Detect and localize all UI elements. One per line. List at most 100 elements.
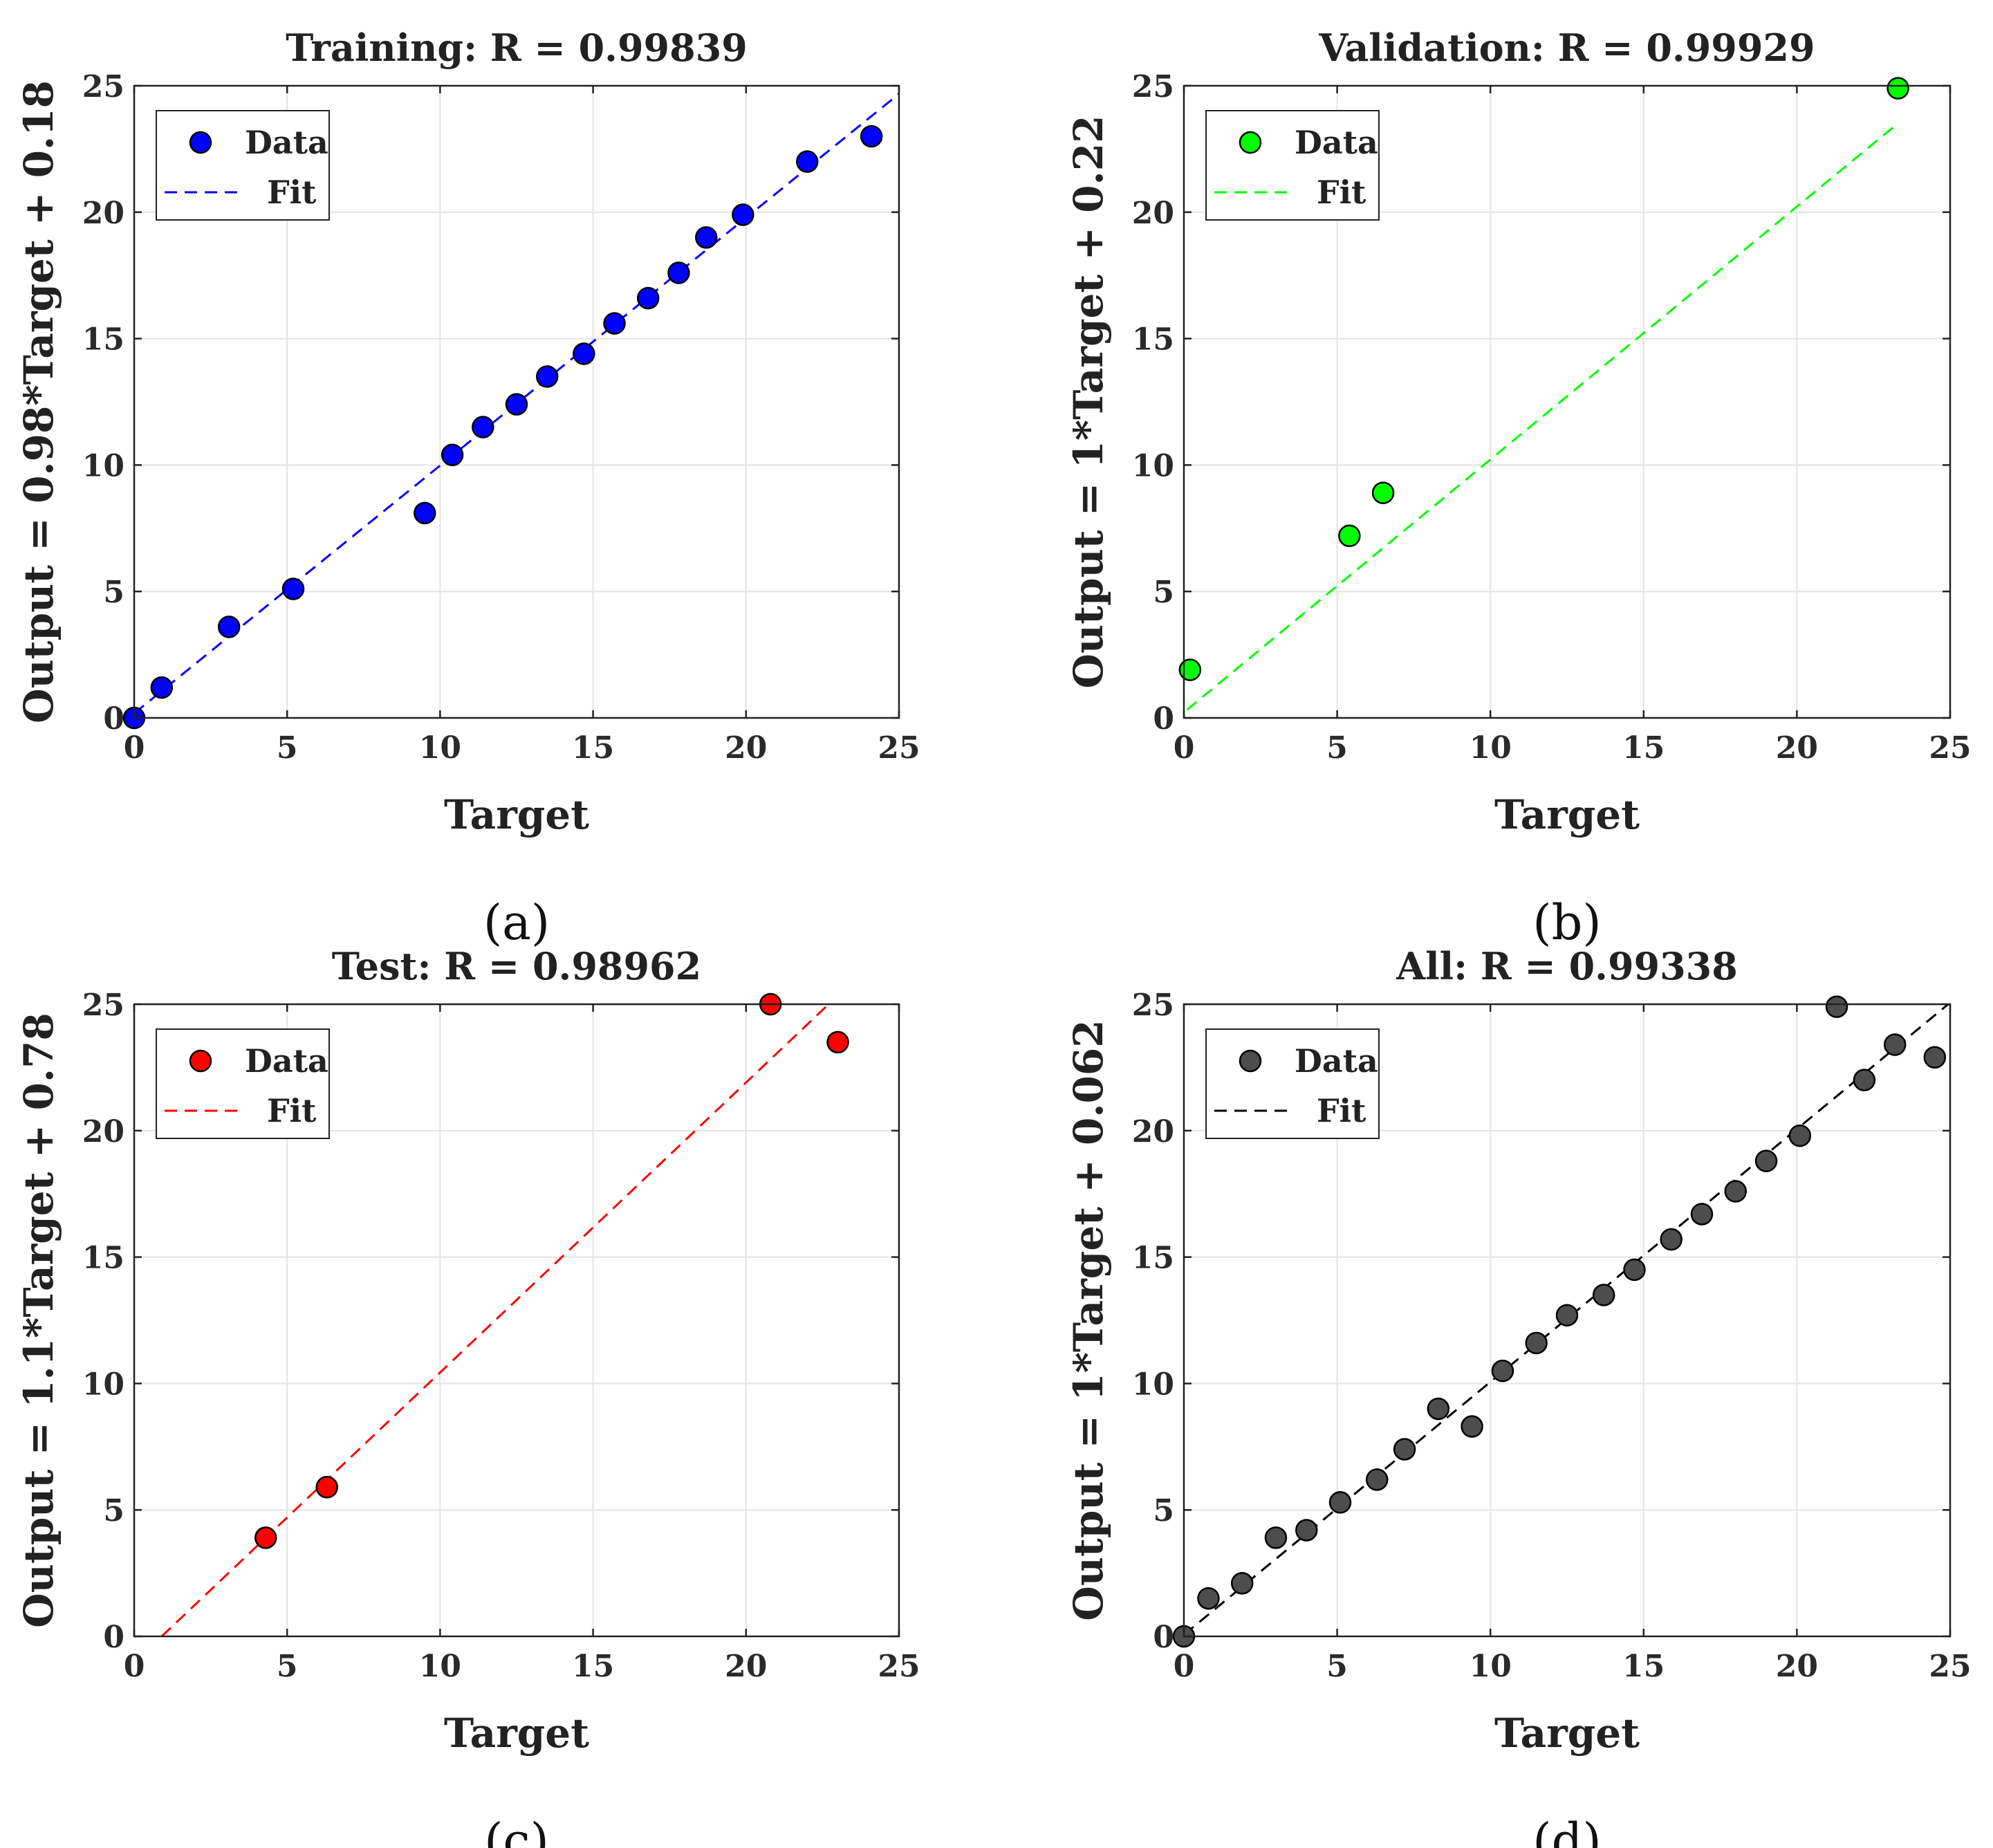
data-point (860, 124, 883, 148)
data-point (1427, 1397, 1450, 1421)
x-tick-label: 15 (1622, 730, 1665, 766)
y-tick-label: 25 (1132, 69, 1174, 104)
chart-title: Training: R = 0.99839 (286, 26, 748, 70)
data-point (281, 578, 305, 600)
data-point (1365, 1468, 1389, 1491)
x-tick-label: 25 (1929, 1649, 1971, 1684)
legend-label-fit: Fit (1317, 174, 1366, 211)
panel-caption: (d) (1532, 1813, 1601, 1848)
data-point (1754, 1149, 1778, 1172)
legend-label-fit: Fit (267, 1092, 317, 1129)
data-point (505, 393, 528, 416)
data-point (603, 312, 626, 335)
data-point (315, 1476, 338, 1499)
data-point (1825, 995, 1848, 1018)
y-tick-label: 10 (1132, 1367, 1174, 1402)
x-tick-label: 0 (1174, 730, 1195, 766)
axes-frame (1183, 1003, 1952, 1638)
panel-caption: (a) (483, 894, 550, 951)
y-tick-label: 5 (1153, 1493, 1174, 1528)
x-axis-label: Target (1494, 791, 1640, 838)
data-point (826, 1031, 849, 1054)
y-axis-label: Output = 0.98*Target + 0.18 (15, 80, 62, 723)
y-tick-label: 10 (82, 1367, 124, 1402)
y-tick-label: 5 (103, 1493, 124, 1528)
data-point (1623, 1258, 1646, 1282)
legend-label-data: Data (1295, 1042, 1378, 1080)
chart-panel-1: 0 5 10 15 20 25 0 5 10 15 20 25 Training: R = 0.9983… (15, 26, 920, 951)
y-tick-label: 15 (82, 322, 124, 358)
data-point (1690, 1203, 1714, 1226)
legend: Data Fit (1205, 110, 1380, 221)
legend-box (1205, 1028, 1380, 1139)
x-tick-label: 5 (277, 730, 298, 766)
legend-box (156, 1028, 330, 1139)
x-tick-label: 10 (1470, 730, 1512, 766)
x-tick-label: 0 (124, 1649, 145, 1684)
data-point (1371, 481, 1395, 504)
chart-title: Validation: R = 0.99929 (1318, 26, 1815, 70)
legend-marker-data (1239, 131, 1262, 154)
data-point (732, 203, 754, 226)
legend-label-data: Data (245, 124, 328, 161)
data-point (217, 616, 241, 638)
data-point (441, 443, 464, 467)
legend-marker-data (1239, 1049, 1262, 1073)
data-point (1393, 1438, 1416, 1461)
y-tick-label: 5 (1153, 575, 1174, 610)
legend-box (156, 110, 330, 221)
data-point (1555, 1304, 1579, 1327)
legend-label-fit: Fit (1317, 1092, 1366, 1129)
x-tick-label: 10 (1470, 1649, 1512, 1684)
chart-title: All: R = 0.99338 (1396, 944, 1738, 988)
data-point (1338, 524, 1361, 548)
x-tick-label: 20 (725, 730, 767, 766)
y-tick-label: 15 (1132, 322, 1174, 358)
y-axis-label: Output = 1*Target + 0.062 (1065, 1019, 1112, 1620)
y-axis-label: Output = 1.1*Target + 0.78 (15, 1013, 62, 1627)
data-point (254, 1526, 277, 1549)
data-point (1230, 1571, 1254, 1595)
fit-line (1186, 122, 1899, 711)
y-tick-label: 15 (1132, 1241, 1174, 1276)
legend-label-data: Data (1295, 124, 1378, 161)
panel-caption: (b) (1532, 894, 1601, 951)
data-point (1525, 1331, 1548, 1355)
x-tick-label: 20 (725, 1649, 767, 1684)
x-axis-label: Target (444, 1710, 589, 1757)
data-point (1264, 1526, 1288, 1549)
panel-caption: (c) (484, 1813, 549, 1848)
legend: Data Fit (156, 110, 330, 221)
data-point (796, 150, 819, 173)
x-tick-label: 20 (1776, 730, 1818, 766)
x-axis-label: Target (1494, 1710, 1640, 1757)
y-tick-label: 0 (103, 701, 124, 737)
legend-marker-data (189, 1049, 212, 1073)
x-axis-label: Target (444, 791, 589, 838)
data-point (695, 226, 718, 249)
legend: Data Fit (1205, 1028, 1380, 1139)
chart-title: Test: R = 0.98962 (332, 944, 701, 988)
chart-panel-2: 0 5 10 15 20 25 0 5 10 15 20 25 Validation: R = 0.99… (1065, 26, 1972, 951)
y-tick-label: 15 (82, 1241, 124, 1276)
x-tick-label: 15 (572, 1649, 614, 1684)
y-tick-label: 10 (82, 448, 124, 483)
y-tick-label: 5 (103, 575, 124, 610)
y-tick-label: 25 (1132, 988, 1174, 1023)
legend-label-fit: Fit (267, 174, 317, 211)
data-point (636, 286, 660, 310)
y-tick-label: 0 (1153, 1620, 1174, 1655)
x-tick-label: 5 (1326, 730, 1348, 766)
x-tick-label: 0 (1174, 1649, 1195, 1684)
y-tick-label: 10 (1132, 448, 1174, 483)
data-point (573, 342, 595, 365)
axes-frame (1183, 84, 1952, 719)
x-tick-label: 5 (277, 1649, 298, 1684)
data-point (667, 261, 690, 284)
data-point (1788, 1124, 1812, 1147)
data-point (1724, 1180, 1748, 1203)
data-point (1660, 1228, 1683, 1251)
data-point (1295, 1519, 1318, 1542)
x-tick-label: 25 (878, 730, 920, 766)
